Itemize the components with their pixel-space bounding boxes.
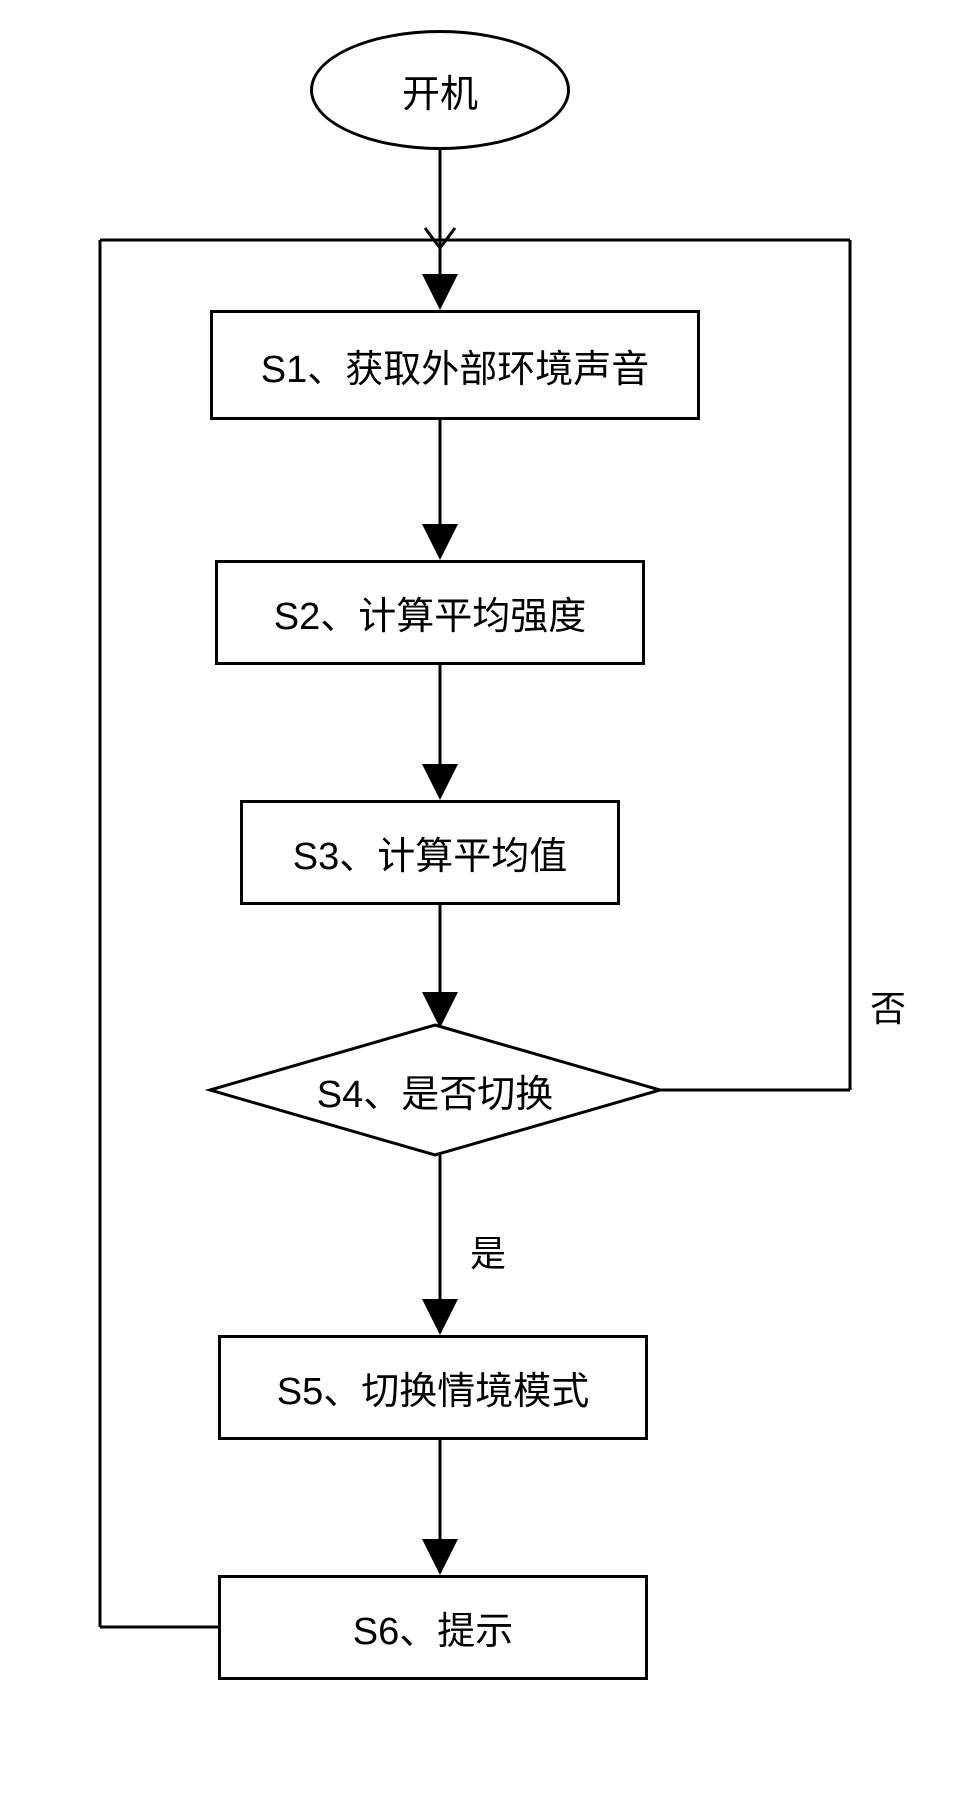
s3-label: S3、计算平均值 bbox=[293, 825, 567, 880]
no-label: 否 bbox=[870, 980, 906, 1032]
s2-label: S2、计算平均强度 bbox=[274, 585, 586, 640]
flowchart-arrows bbox=[0, 0, 960, 1816]
process-s3: S3、计算平均值 bbox=[240, 800, 620, 905]
process-s6: S6、提示 bbox=[218, 1575, 648, 1680]
flowchart-container: 开机 S1、获取外部环境声音 S2、计算平均强度 S3、计算平均值 S4、是否切… bbox=[0, 0, 960, 1816]
s6-label: S6、提示 bbox=[353, 1600, 513, 1655]
start-node: 开机 bbox=[310, 30, 570, 150]
yes-text: 是 bbox=[470, 1233, 506, 1274]
process-s5: S5、切换情境模式 bbox=[218, 1335, 648, 1440]
s5-label: S5、切换情境模式 bbox=[277, 1360, 589, 1415]
start-label: 开机 bbox=[402, 63, 478, 118]
s1-label: S1、获取外部环境声音 bbox=[261, 338, 649, 393]
yes-label: 是 bbox=[470, 1225, 506, 1277]
process-s2: S2、计算平均强度 bbox=[215, 560, 645, 665]
process-s1: S1、获取外部环境声音 bbox=[210, 310, 700, 420]
decision-s4: S4、是否切换 bbox=[210, 1025, 660, 1155]
no-text: 否 bbox=[870, 988, 906, 1029]
s4-label: S4、是否切换 bbox=[317, 1063, 553, 1118]
